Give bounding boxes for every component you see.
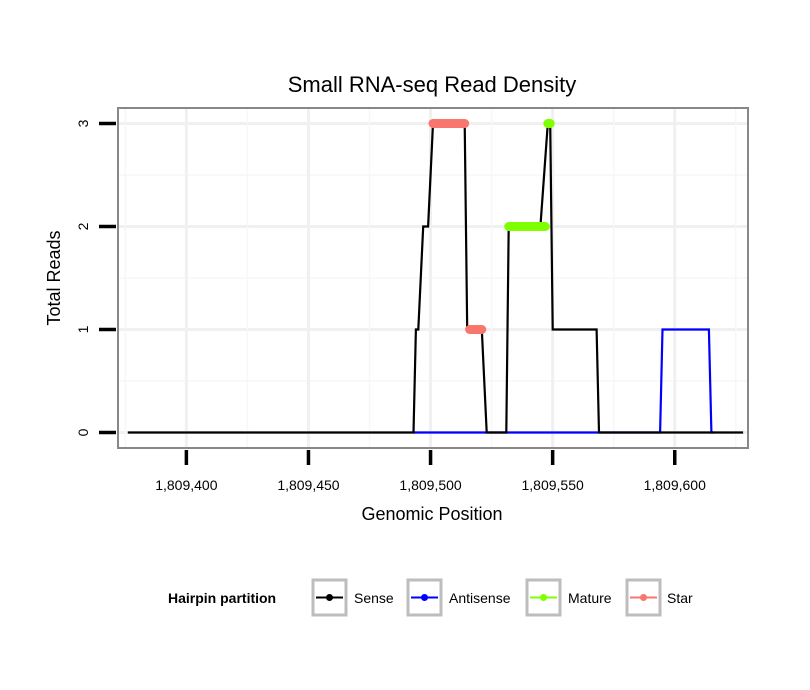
- legend-label: Antisense: [449, 590, 511, 606]
- legend-label: Sense: [354, 590, 394, 606]
- series-points-star: [428, 119, 470, 128]
- point-star: [460, 119, 470, 128]
- legend-title: Hairpin partition: [168, 590, 276, 606]
- x-tick-label: 1,809,500: [399, 477, 461, 493]
- plot-panel-border: [117, 107, 749, 449]
- x-tick-label: 1,809,600: [644, 477, 706, 493]
- legend-label: Star: [667, 590, 693, 606]
- y-axis-title: Total Reads: [44, 230, 64, 325]
- series-points-mature: [543, 119, 555, 128]
- series-points-mature: [504, 222, 550, 231]
- legend-key-point: [540, 594, 547, 601]
- x-tick-label: 1,809,550: [522, 477, 584, 493]
- legend: Hairpin partition Sense Antisense Mature St…: [168, 578, 693, 617]
- x-tick-label: 1,809,400: [155, 477, 217, 493]
- chart-title: Small RNA-seq Read Density: [288, 72, 577, 97]
- legend-label: Mature: [568, 590, 612, 606]
- y-axis: 0 1 2 3: [75, 119, 116, 436]
- y-tick-label: 0: [75, 428, 91, 436]
- series-points-star: [465, 325, 487, 334]
- plot-grid: [118, 108, 748, 448]
- point-star: [477, 325, 487, 334]
- y-tick-label: 1: [75, 325, 91, 333]
- legend-key-point: [326, 594, 333, 601]
- legend-item-antisense: Antisense: [406, 578, 511, 617]
- legend-item-sense: Sense: [311, 578, 394, 617]
- y-tick-label: 3: [75, 119, 91, 127]
- series-layer: [127, 119, 744, 434]
- y-tick-label: 2: [75, 222, 91, 230]
- legend-key-point: [421, 594, 428, 601]
- x-axis: 1,809,400 1,809,450 1,809,500 1,809,550 1,80…: [155, 450, 706, 493]
- x-axis-title: Genomic Position: [361, 504, 502, 524]
- legend-item-star: Star: [625, 578, 693, 617]
- legend-key-point: [640, 594, 647, 601]
- legend-item-mature: Mature: [525, 578, 612, 617]
- x-tick-label: 1,809,450: [277, 477, 339, 493]
- point-mature: [545, 119, 555, 128]
- point-mature: [540, 222, 550, 231]
